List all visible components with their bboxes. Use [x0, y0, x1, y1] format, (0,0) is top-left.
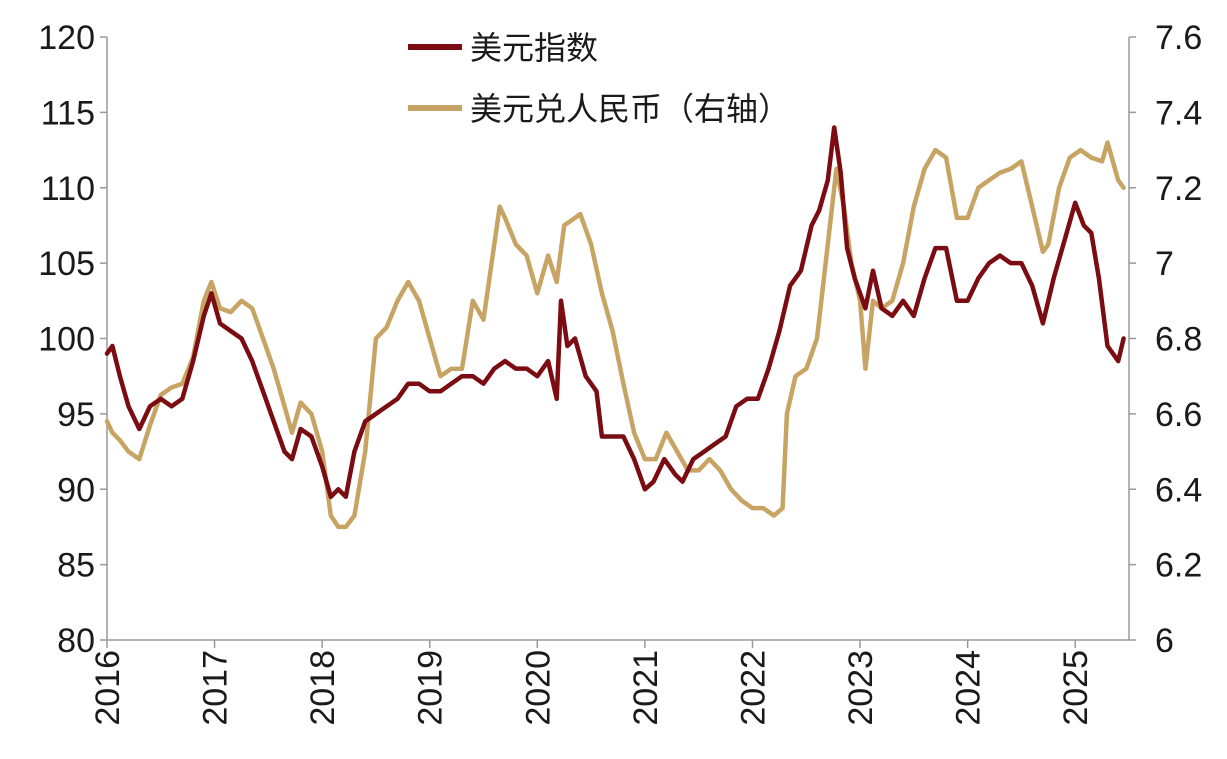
right-y-tick-label: 6: [1155, 622, 1174, 660]
right-y-ticks: 6 6.2 6.4 6.6 6.8 7 7.2 7.4 7.6: [1129, 19, 1202, 660]
legend-label-dxy: 美元指数: [470, 29, 598, 67]
legend: 美元指数 美元兑人民币（右轴）: [408, 29, 790, 128]
series-line-dxy: [104, 125, 1126, 500]
right-y-tick-label: 6.2: [1155, 547, 1202, 585]
right-y-tick-label: 7.4: [1155, 94, 1202, 132]
series-line-usdcny: [104, 140, 1126, 530]
x-tick-label: 2025: [1057, 650, 1095, 726]
x-tick-label: 2019: [412, 650, 450, 726]
x-tick-label: 2024: [950, 650, 988, 726]
right-y-tick-label: 7: [1155, 245, 1174, 283]
left-y-tick-label: 115: [41, 94, 95, 132]
x-tick-label: 2020: [519, 650, 557, 726]
left-y-ticks: 80 85 90 95 100 105 110 115 120: [38, 19, 107, 660]
x-tick-label: 2016: [89, 650, 127, 726]
right-y-tick-label: 7.6: [1155, 19, 1202, 57]
x-tick-label: 2018: [304, 650, 342, 726]
x-tick-label: 2023: [842, 650, 880, 726]
right-y-tick-label: 6.8: [1155, 321, 1202, 359]
left-y-tick-label: 105: [38, 245, 95, 283]
right-y-tick-label: 6.4: [1155, 471, 1202, 509]
legend-label-usdcny: 美元兑人民币（右轴）: [470, 90, 790, 128]
left-y-tick-label: 95: [57, 396, 95, 434]
left-y-tick-label: 110: [41, 170, 95, 208]
left-y-tick-label: 80: [57, 622, 95, 660]
series-lines: [104, 125, 1126, 530]
x-tick-label: 2021: [627, 650, 665, 726]
left-y-tick-label: 85: [57, 547, 95, 585]
left-y-tick-label: 90: [57, 471, 95, 509]
x-tick-label: 2022: [734, 650, 772, 726]
x-tick-label: 2017: [197, 650, 235, 726]
left-y-tick-label: 100: [38, 321, 95, 359]
x-ticks: 2016 2017 2018 2019 2020 2021 2022 2023 2024 2025: [89, 640, 1095, 726]
right-y-tick-label: 6.6: [1155, 396, 1202, 434]
right-y-tick-label: 7.2: [1155, 170, 1202, 208]
left-y-tick-label: 120: [38, 19, 95, 57]
